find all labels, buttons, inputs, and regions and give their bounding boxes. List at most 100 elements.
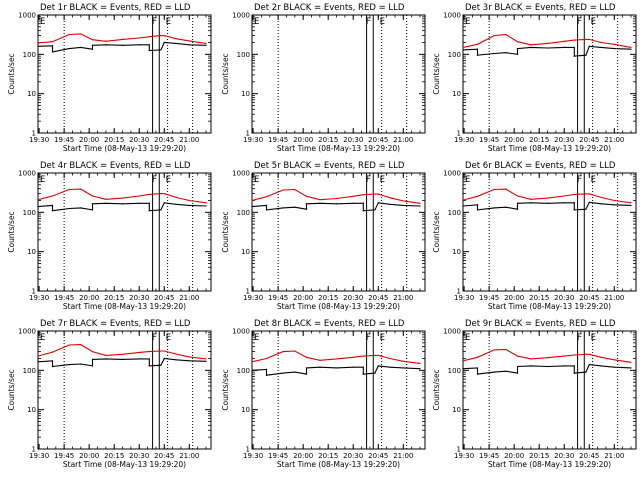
data-point-events — [630, 48, 632, 50]
y-tick-label: 10 — [452, 406, 461, 414]
series-line-lld — [462, 348, 632, 363]
data-point-events — [374, 372, 376, 374]
y-tick-label: 100 — [237, 367, 250, 375]
data-point-events — [516, 372, 519, 374]
x-tick-label: 20:15 — [529, 452, 549, 460]
y-tick-label: 1 — [457, 446, 461, 454]
flag-label: E — [591, 17, 596, 27]
x-tick-label: 20:30 — [129, 294, 149, 302]
data-point-lld — [630, 361, 632, 363]
data-point-events — [600, 365, 602, 367]
data-point-events — [51, 45, 54, 47]
y-tick-label: 10 — [241, 248, 250, 256]
data-point-events — [68, 363, 70, 366]
y-tick-label: 1 — [32, 446, 36, 454]
data-point-events — [630, 204, 632, 207]
data-point-lld — [573, 39, 575, 41]
data-point-events — [573, 202, 575, 204]
y-axis-label: Counts/sec — [432, 369, 441, 410]
flag-label: E — [254, 333, 259, 343]
data-point-lld — [389, 357, 391, 360]
x-tick-label: 20:00 — [293, 136, 313, 144]
x-tick-label: 20:00 — [504, 452, 524, 460]
y-tick-label: 1 — [457, 130, 461, 138]
data-point-events — [362, 373, 364, 375]
data-point-lld — [600, 356, 602, 358]
data-point-events — [160, 209, 162, 211]
data-point-lld — [163, 350, 165, 352]
data-point-lld — [613, 359, 615, 361]
data-point-events — [546, 365, 549, 368]
data-point-events — [493, 207, 495, 209]
x-axis-label: Start Time (08-May-13 19:29:20) — [277, 460, 400, 469]
flag-label: E — [591, 175, 596, 185]
x-axis-label: Start Time (08-May-13 19:29:20) — [488, 302, 611, 311]
data-point-lld — [251, 199, 253, 202]
x-tick-label: 21:00 — [179, 294, 199, 302]
data-point-events — [352, 366, 354, 368]
x-tick-label: 20:30 — [129, 452, 149, 460]
x-tick-label: 20:45 — [368, 136, 388, 144]
panel-title: Det 1r BLACK = Events, RED = LLD — [40, 3, 191, 13]
data-point-lld — [251, 361, 253, 363]
flag-label: E — [40, 175, 45, 185]
data-point-lld — [476, 195, 479, 197]
data-point-lld — [493, 188, 495, 191]
data-point-events — [505, 370, 507, 372]
y-tick-label: 10 — [452, 90, 461, 98]
x-tick-label: 20:30 — [129, 136, 149, 144]
data-point-lld — [188, 356, 190, 358]
y-tick-label: 1 — [32, 130, 36, 138]
data-point-events — [493, 52, 495, 55]
x-tick-label: 20:30 — [554, 136, 574, 144]
chart-panel-4: Det 4r BLACK = Events, RED = LLD 1 10 100 10… — [7, 161, 212, 311]
flag-label: E — [254, 175, 259, 185]
data-point-events — [188, 44, 190, 46]
y-tick-label: 1000 — [18, 12, 36, 20]
data-point-events — [516, 47, 519, 50]
x-tick-label: 19:45 — [479, 136, 499, 144]
y-tick-label: 1000 — [443, 12, 461, 20]
y-tick-label: 1000 — [232, 12, 250, 20]
data-point-lld — [630, 202, 632, 204]
data-point-lld — [546, 197, 549, 199]
data-point-events — [530, 46, 532, 49]
data-point-events — [476, 209, 479, 211]
y-tick-label: 1 — [32, 288, 36, 296]
data-point-events — [374, 209, 376, 211]
data-point-lld — [265, 196, 268, 198]
chart-panel-3: Det 3r BLACK = Events, RED = LLD 1 10 100 10… — [432, 3, 637, 153]
data-point-lld — [530, 44, 532, 46]
chart-panel-7: Det 7r BLACK = Events, RED = LLD 1 10 100 10… — [7, 319, 212, 469]
series-line-lld — [37, 33, 207, 44]
series-line-lld — [37, 344, 207, 360]
data-point-events — [91, 365, 94, 367]
flag-label: E — [166, 175, 171, 185]
data-point-events — [319, 202, 321, 204]
x-tick-label: 20:00 — [293, 452, 313, 460]
data-point-events — [175, 359, 177, 361]
data-point-lld — [573, 354, 575, 356]
data-point-events — [613, 47, 615, 50]
y-tick-label: 1000 — [443, 328, 461, 336]
x-tick-label: 19:30 — [454, 452, 474, 460]
y-tick-label: 1 — [246, 446, 250, 454]
data-point-events — [305, 208, 308, 210]
data-point-events — [476, 48, 479, 50]
x-tick-label: 19:30 — [29, 452, 49, 460]
y-axis-label: Counts/sec — [221, 53, 230, 94]
x-tick-label: 20:30 — [554, 294, 574, 302]
x-tick-label: 21:00 — [393, 294, 413, 302]
data-point-lld — [80, 344, 82, 346]
data-point-events — [51, 210, 54, 212]
data-point-events — [546, 47, 549, 49]
x-tick-label: 20:30 — [343, 294, 363, 302]
data-point-events — [352, 202, 354, 204]
x-tick-label: 19:30 — [243, 452, 263, 460]
x-tick-label: 20:30 — [554, 452, 574, 460]
y-tick-label: 100 — [448, 209, 461, 217]
y-tick-label: 1000 — [18, 328, 36, 336]
chart-panel-6: Det 6r BLACK = Events, RED = LLD 1 10 100 10… — [432, 161, 637, 311]
data-point-events — [294, 371, 296, 373]
